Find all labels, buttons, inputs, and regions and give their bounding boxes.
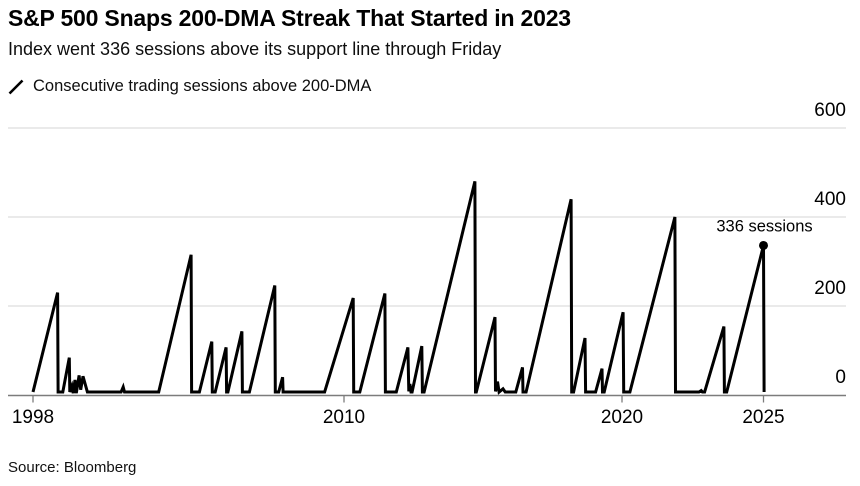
x-axis [8,394,846,403]
source-note: Source: Bloomberg [8,459,137,476]
end-point-marker [759,240,768,250]
legend: Consecutive trading sessions above 200-D… [8,77,371,96]
annotation-label: 336 sessions [716,217,812,235]
svg-text:2025: 2025 [742,407,784,428]
page-title: S&P 500 Snaps 200-DMA Streak That Starte… [8,5,571,31]
svg-text:2020: 2020 [601,407,643,428]
y-axis-labels: 0 200 400 600 [814,100,846,388]
gridlines [8,127,846,307]
svg-text:600: 600 [814,100,846,121]
svg-text:200: 200 [814,278,846,299]
svg-text:400: 400 [814,189,846,210]
diagonal-line-legend-icon [8,79,24,95]
legend-label: Consecutive trading sessions above 200-D… [33,77,372,95]
x-axis-labels: 1998 2010 2020 2025 [12,407,785,428]
svg-text:0: 0 [835,367,846,388]
svg-text:1998: 1998 [12,407,54,428]
chart-subtitle: Index went 336 sessions above its suppor… [8,39,502,59]
series-line [31,181,766,395]
svg-text:2010: 2010 [323,407,365,428]
